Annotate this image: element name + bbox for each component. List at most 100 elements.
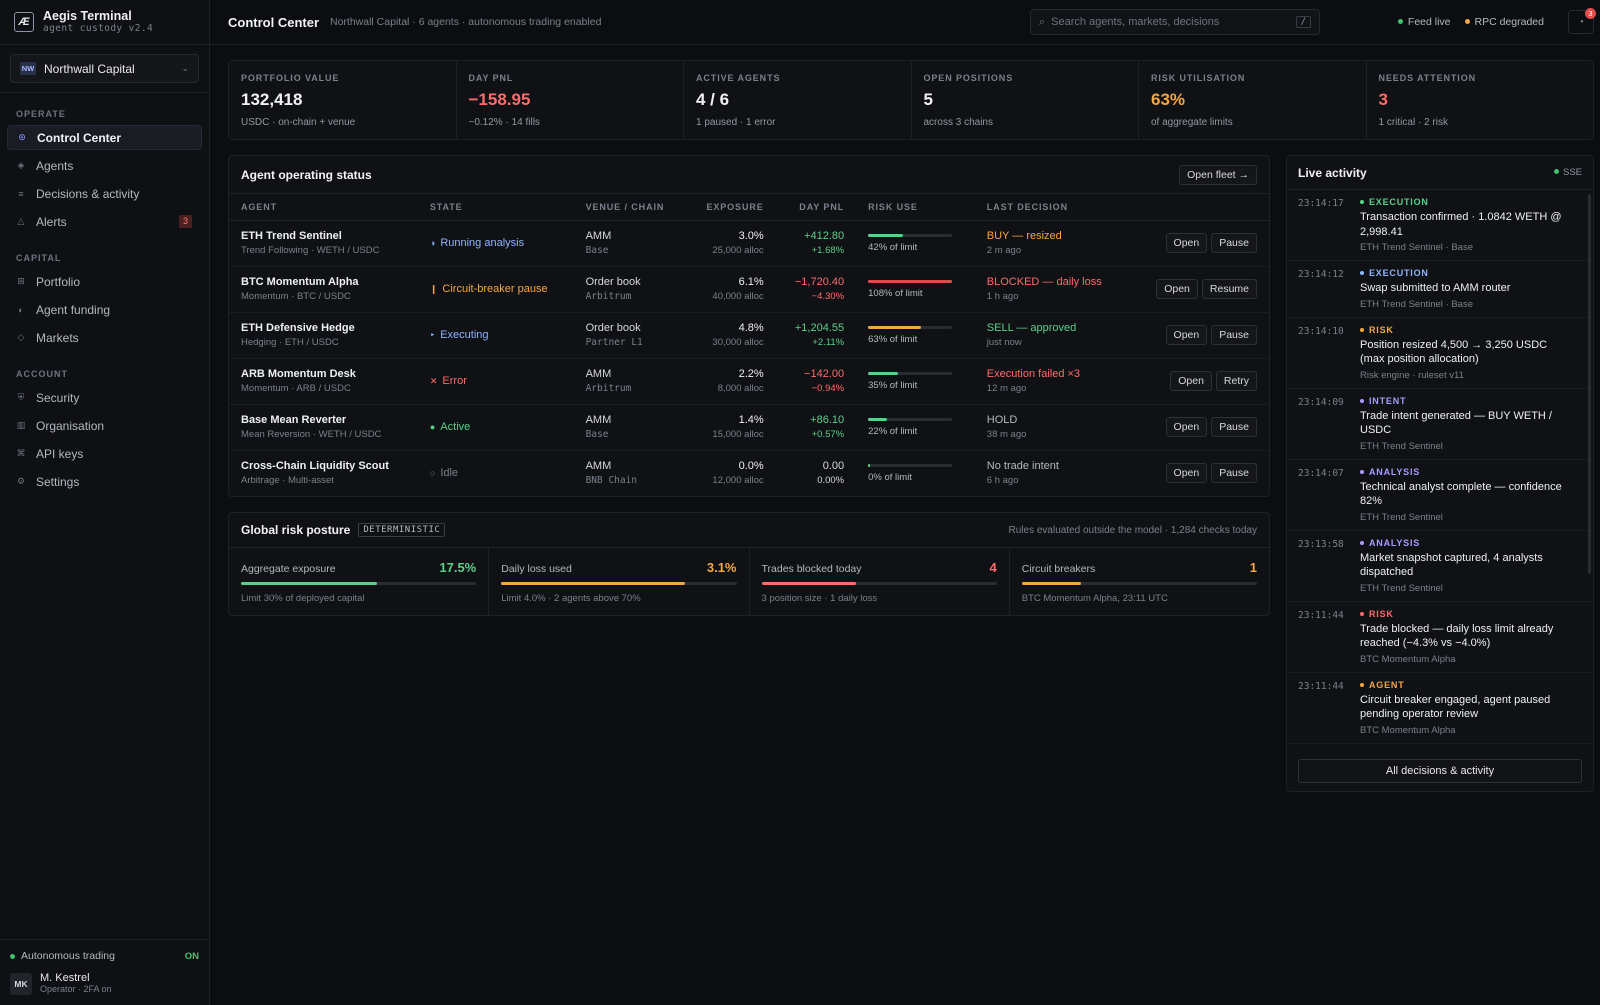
open-button[interactable]: Open (1165, 463, 1208, 484)
autonomous-label: Autonomous trading (21, 950, 115, 962)
open-button[interactable]: Open (1165, 233, 1208, 253)
agent-name[interactable]: ETH Defensive Hedge (241, 322, 355, 334)
kpi-subtext: 1 critical · 2 risk (1378, 117, 1448, 128)
activity-feed[interactable]: 23:14:17 EXECUTION Transaction confirmed ·… (1287, 190, 1593, 751)
activity-item[interactable]: 23:11:44 RISK Trade blocked — daily loss l… (1287, 602, 1593, 673)
open-button[interactable]: Open (1156, 279, 1198, 299)
user-profile[interactable]: MK M. Kestrel Operator · 2FA on (10, 972, 199, 995)
org-switcher[interactable]: NW Northwall Capital ⌄ (10, 54, 199, 83)
pnl-cell: +412.80 +1.68% (775, 220, 857, 267)
activity-item[interactable]: 23:11:44 AGENT Circuit breaker engaged, ag… (1287, 673, 1593, 744)
risk-metric-bar (501, 582, 737, 585)
open-fleet-button[interactable]: Open fleet → (1179, 164, 1257, 185)
panel-title: Global risk posture (241, 523, 351, 537)
panel-header: Agent operating status Open fleet → (229, 156, 1269, 194)
open-button[interactable]: Open (1170, 371, 1212, 391)
table-row[interactable]: Base Mean Reverter Mean Reversion · WETH … (229, 404, 1269, 451)
agent-cell: ARB Momentum Desk Momentum · ARB / USDC (229, 358, 418, 405)
sidebar-item-label: Agent funding (36, 302, 111, 317)
sidebar-item-portfolio[interactable]: ⊞ Portfolio (7, 269, 202, 294)
main: Control Center Northwall Capital · 6 age… (210, 0, 1600, 1005)
risk-metric-label: Aggregate exposure (241, 563, 336, 575)
activity-item[interactable]: 23:14:07 ANALYSIS Technical analyst comple… (1287, 460, 1593, 531)
notifications-button[interactable]: ◔ 3 (1568, 8, 1596, 34)
risk-metric-bar (241, 582, 477, 585)
actions-cell: Open Retry (1127, 358, 1269, 405)
sidebar-item-api-keys[interactable]: ⌘ API keys (7, 441, 202, 466)
table-row[interactable]: Cross-Chain Liquidity Scout Arbitrage · M… (229, 450, 1269, 496)
agent-name[interactable]: ETH Trend Sentinel (241, 230, 342, 242)
diamond-icon: ◈ (17, 160, 25, 170)
table-row[interactable]: ETH Trend Sentinel Trend Following · WETH… (229, 220, 1269, 267)
activity-time: 23:11:44 (1298, 609, 1344, 621)
decision-cell: No trade intent 6 h ago (975, 450, 1128, 496)
kpi-card: DAY PNL −158.95 −0.12% · 14 fills (457, 61, 684, 139)
agent-name[interactable]: ARB Momentum Desk (241, 368, 356, 380)
retry-button[interactable]: Retry (1215, 371, 1257, 391)
search-box[interactable]: ⌕ / (1030, 9, 1320, 35)
pause-button[interactable]: Pause (1211, 325, 1257, 345)
sidebar-item-markets[interactable]: ◇ Markets (7, 325, 202, 350)
agent-name[interactable]: Base Mean Reverter (241, 414, 347, 426)
agent-name[interactable]: Cross-Chain Liquidity Scout (241, 460, 389, 473)
sidebar-item-alerts[interactable]: △ Alerts 3 (7, 209, 202, 234)
open-button[interactable]: Open (1165, 325, 1208, 345)
allocation: 30,000 alloc (712, 337, 764, 348)
pause-button[interactable]: Pause (1211, 417, 1257, 437)
tag-dot-icon (1360, 682, 1364, 687)
activity-title: Technical analyst complete — confidence … (1360, 480, 1562, 508)
agent-name[interactable]: BTC Momentum Alpha (241, 276, 359, 288)
brand[interactable]: Æ Aegis Terminal agent custody v2.4 (0, 0, 209, 45)
kpi-value: 5 (923, 90, 933, 109)
decision-cell: SELL — approved just now (974, 312, 1128, 359)
venue: AMM (585, 460, 612, 473)
activity-item[interactable]: 23:14:10 RISK Position resized 4,500 → 3,2… (1287, 318, 1593, 389)
sidebar-item-control-center[interactable]: ⊙ Control Center (7, 125, 202, 150)
pause-button[interactable]: Pause (1211, 463, 1257, 484)
state-icon: ❙ (429, 284, 438, 294)
sidebar-item-settings[interactable]: ⚙ Settings (7, 469, 202, 494)
activity-item[interactable]: 23:14:17 EXECUTION Transaction confirmed ·… (1287, 190, 1593, 261)
kpi-subtext: of aggregate limits (1151, 117, 1233, 128)
sidebar-item-agent-funding[interactable]: ◐ Agent funding (7, 297, 202, 322)
sidebar-item-decisions-activity[interactable]: ≡ Decisions & activity (7, 181, 202, 206)
risk-bar (868, 463, 953, 467)
decision-time: just now (986, 337, 1022, 348)
activity-tag-label: ANALYSIS (1369, 537, 1421, 548)
sidebar-item-label: Alerts (36, 214, 67, 229)
status-dot-icon (1553, 169, 1559, 174)
all-decisions-button[interactable]: All decisions & activity (1298, 759, 1582, 783)
sidebar-item-organisation[interactable]: ▥ Organisation (7, 413, 202, 438)
risk-metric-value: 1 (1249, 560, 1257, 575)
sidebar-item-agents[interactable]: ◈ Agents (7, 153, 202, 178)
risk-cell: 0% of limit (856, 450, 975, 496)
risk-label: 42% of limit (868, 241, 918, 253)
activity-item[interactable]: 23:14:09 INTENT Trade intent generated — B… (1287, 389, 1593, 460)
state-cell: ❙ Circuit-breaker pause (417, 266, 574, 313)
state-icon: ○ (429, 468, 436, 479)
table-row[interactable]: ETH Defensive Hedge Hedging · ETH / USDC ‣… (229, 312, 1269, 359)
sidebar-footer: Autonomous trading ON MK M. Kestrel Oper… (0, 939, 209, 1005)
kpi-card: NEEDS ATTENTION 3 1 critical · 2 risk (1367, 61, 1594, 139)
actions-cell: Open Pause (1127, 450, 1269, 496)
risk-label: 108% of limit (868, 287, 923, 299)
table-row[interactable]: ARB Momentum Desk Momentum · ARB / USDC ✕ E… (229, 358, 1269, 405)
scrollbar[interactable] (1588, 194, 1591, 574)
activity-tag: ANALYSIS (1360, 467, 1574, 477)
pause-button[interactable]: Pause (1211, 233, 1257, 253)
activity-item[interactable]: 23:13:58 ANALYSIS Market snapshot captured… (1287, 531, 1593, 602)
risk-metric-label: Circuit breakers (1021, 563, 1096, 575)
search-input[interactable] (1051, 16, 1290, 28)
day-pnl-pct: +2.11% (812, 337, 845, 348)
venue-cell: AMM BNB Chain (574, 450, 687, 496)
sidebar-item-label: Portfolio (36, 274, 81, 289)
open-button[interactable]: Open (1165, 417, 1208, 437)
tag-dot-icon (1360, 540, 1364, 545)
actions-cell: Open Resume (1127, 266, 1269, 313)
autonomous-trading-toggle[interactable]: Autonomous trading ON (10, 950, 199, 962)
sidebar-item-security[interactable]: ⛨ Security (7, 385, 202, 410)
resume-button[interactable]: Resume (1201, 279, 1257, 299)
activity-item[interactable]: 23:14:12 EXECUTION Swap submitted to AMM r… (1287, 261, 1593, 318)
activity-tag: RISK (1360, 609, 1574, 619)
table-row[interactable]: BTC Momentum Alpha Momentum · BTC / USDC ❙… (229, 266, 1269, 313)
